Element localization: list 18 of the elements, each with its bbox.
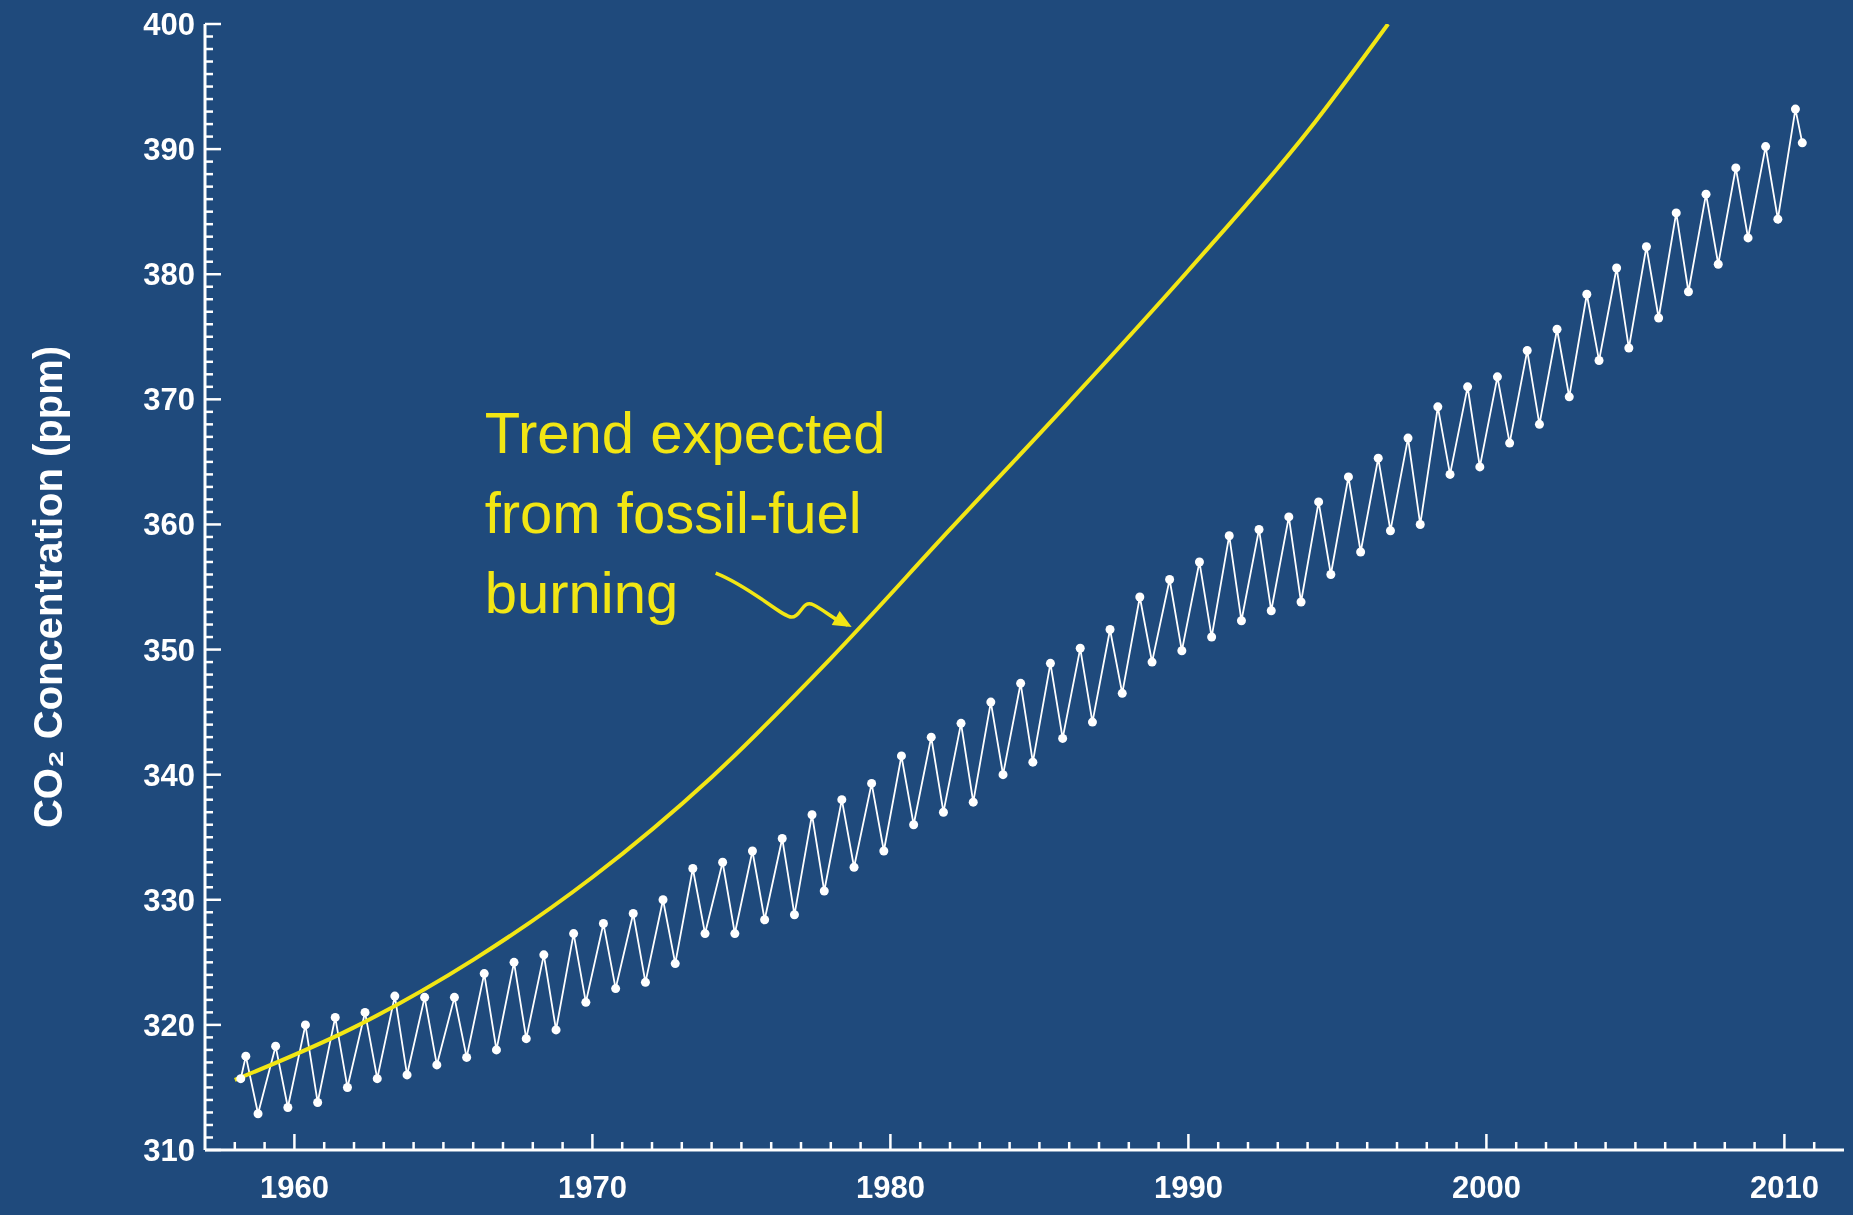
y-tick-label: 340 [143,757,195,793]
x-tick-label: 2010 [1749,1170,1819,1205]
x-tick-label: 1980 [855,1170,925,1205]
x-tick-label: 1970 [557,1170,627,1205]
y-tick-label: 350 [143,632,195,668]
y-tick-label: 330 [143,882,195,918]
y-axis-title: CO₂ Concentration (ppm) [26,345,70,829]
y-tick-label: 370 [143,382,195,418]
annotation: Trend expected from fossil-fuel burning [484,400,886,626]
y-tick-label: 390 [143,132,195,168]
y-tick-label: 400 [143,7,195,42]
y-tick-label: 310 [143,1133,195,1168]
y-tick-label: 380 [143,257,195,293]
x-tick-label: 2000 [1451,1170,1521,1205]
x-tick-label: 1960 [259,1170,329,1205]
x-tick-label: 1990 [1153,1170,1223,1205]
y-tick-label: 320 [143,1007,195,1043]
y-tick-label: 360 [143,507,195,543]
